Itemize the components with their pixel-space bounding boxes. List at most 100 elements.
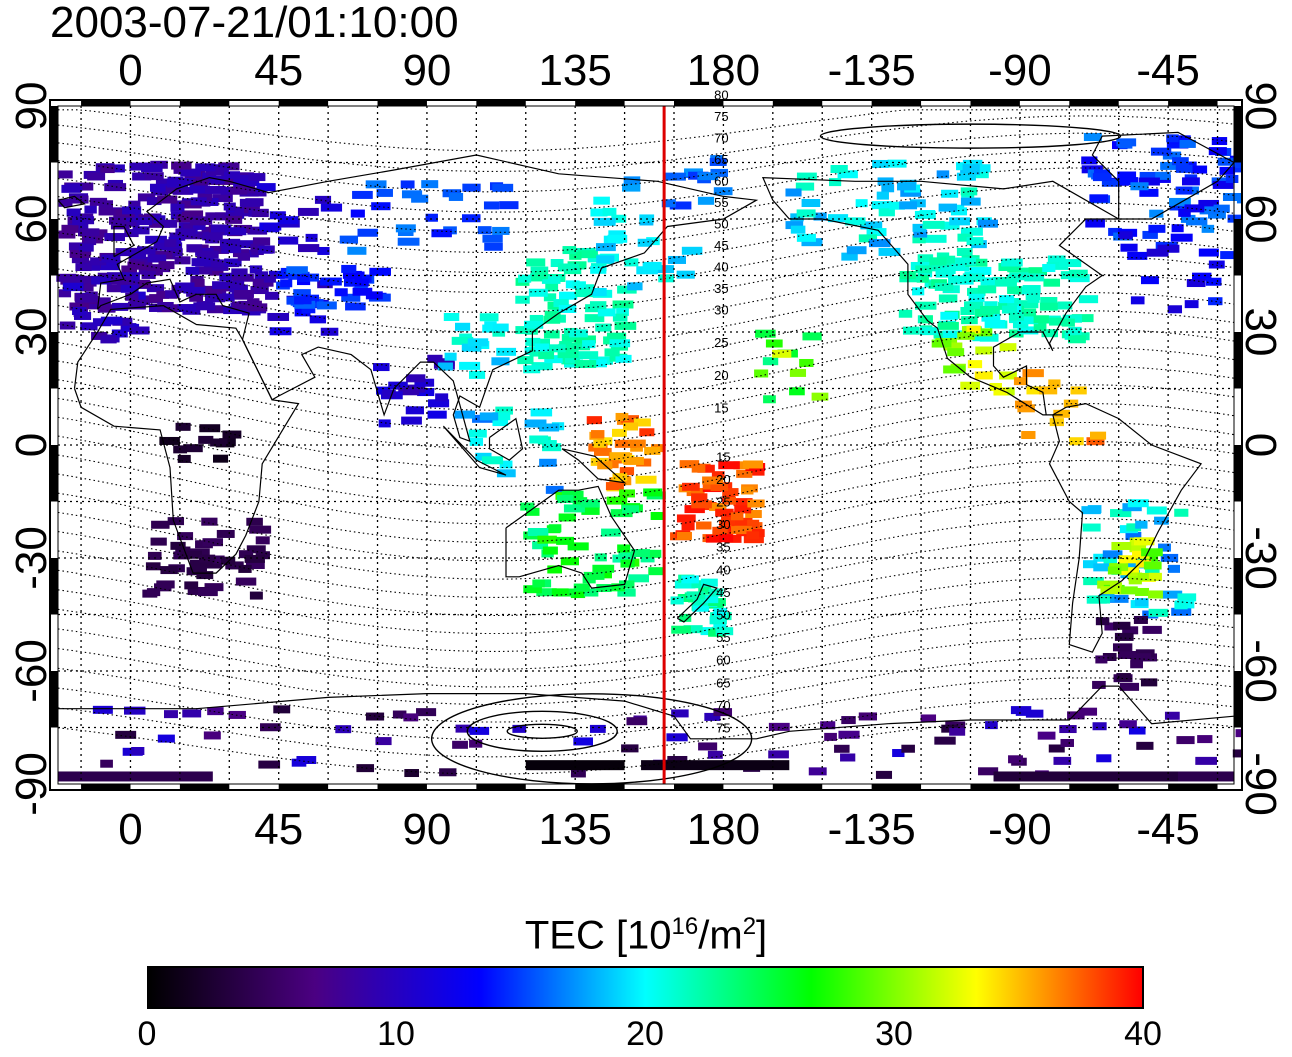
tec-observation-cell xyxy=(960,306,975,315)
tec-observation-cell xyxy=(58,170,73,179)
tec-observation-cell xyxy=(1113,621,1131,630)
tec-observation-cell xyxy=(590,265,607,274)
tec-observation-cell xyxy=(617,544,631,553)
tec-observation-cell xyxy=(834,744,850,753)
tec-observation-cell xyxy=(1107,566,1122,575)
tec-observation-cell xyxy=(860,221,883,230)
tec-observation-cell xyxy=(1148,608,1169,617)
tec-observation-cell xyxy=(934,736,956,745)
tec-observation-cell xyxy=(233,174,255,183)
tec-observation-cell xyxy=(624,258,639,267)
magnetic-latitude-contour xyxy=(57,149,1235,213)
tec-observation-cell xyxy=(964,301,984,310)
tec-observation-cell xyxy=(425,213,438,222)
contour-label: 75 xyxy=(714,109,728,124)
tec-observation-cell xyxy=(567,542,589,551)
frame-bar xyxy=(772,784,823,790)
tec-observation-cell xyxy=(127,261,145,270)
tec-observation-cell xyxy=(1186,279,1206,288)
tec-observation-cell xyxy=(58,289,72,298)
coastline xyxy=(1091,131,1235,220)
tec-observation-cell xyxy=(244,554,265,563)
tec-observation-cell xyxy=(405,406,424,415)
tec-observation-cell xyxy=(100,316,123,325)
tec-observation-cell xyxy=(902,326,920,335)
tec-observation-cell xyxy=(468,370,486,379)
tec-observation-cell xyxy=(105,164,125,173)
tec-observation-cell xyxy=(589,301,607,310)
tec-observation-cell xyxy=(124,229,139,238)
tec-observation-cell xyxy=(1164,711,1180,720)
tec-observation-cell xyxy=(955,257,977,266)
tec-observation-cell xyxy=(145,562,161,571)
tec-observation-cell xyxy=(293,289,311,298)
tec-observation-cell xyxy=(1236,195,1242,204)
tec-observation-cell xyxy=(671,625,691,634)
contour-label: 60 xyxy=(714,174,728,189)
tec-observation-cell xyxy=(1198,248,1219,257)
tec-observation-cell xyxy=(595,323,612,332)
tec-observation-cell xyxy=(892,749,905,758)
tec-observation-cell xyxy=(1008,312,1025,321)
tec-observation-band xyxy=(525,760,625,771)
tec-observation-cell xyxy=(428,399,450,408)
tec-observation-cell xyxy=(619,467,635,476)
tec-observation-cell xyxy=(697,464,715,473)
tec-observation-cell xyxy=(235,577,257,586)
tec-observation-cell xyxy=(1092,680,1106,689)
tec-observation-cell xyxy=(1145,568,1160,577)
tec-observation-cell xyxy=(122,206,142,215)
contour-labels: 80 75 70 65 60 55 50 45 40 35 30 25 20 15 15 20 25 30 35 40… xyxy=(714,88,730,736)
tec-observation-cell xyxy=(1007,286,1023,295)
tec-observation-cell xyxy=(621,744,639,753)
tec-observation-cell xyxy=(1081,165,1103,174)
tec-observation-cell xyxy=(231,268,248,277)
tec-observation-cell xyxy=(400,180,415,189)
tec-observation-cell xyxy=(1211,137,1228,146)
contour-label: 25 xyxy=(714,335,728,350)
tec-observation-cell xyxy=(841,716,856,725)
tec-observation-band xyxy=(641,760,790,771)
tec-observation-cell xyxy=(1135,559,1152,568)
tec-observation-cell xyxy=(616,307,629,316)
tec-observation-cell xyxy=(1041,329,1059,338)
tec-observation-cell xyxy=(141,164,163,173)
tec-observation-cell xyxy=(1024,273,1045,282)
tec-observation-cell xyxy=(645,549,662,558)
tec-observation-cell xyxy=(197,250,219,259)
tec-observation-cell xyxy=(121,272,140,281)
tec-observation-cell xyxy=(676,514,696,523)
tec-observation-cell xyxy=(648,567,666,576)
tec-observation-cell xyxy=(1085,219,1105,228)
tec-observation-cell xyxy=(1167,305,1183,314)
magnetic-latitude-contour xyxy=(57,460,1235,543)
tec-observation-cell xyxy=(258,245,273,254)
tec-observation-cell xyxy=(115,248,135,257)
tec-observation-cell xyxy=(164,239,177,248)
tec-observation-cell xyxy=(593,439,607,448)
top-longitude-label: 45 xyxy=(254,46,303,95)
frame-bar xyxy=(674,100,724,106)
tec-observation-cell xyxy=(427,410,447,419)
tec-observation-cell xyxy=(1154,516,1169,525)
tec-observation-cell xyxy=(682,482,700,491)
tec-observation-cell xyxy=(1179,139,1196,148)
tec-observation-cell xyxy=(189,217,207,226)
magnetic-latitude-contour xyxy=(57,384,1235,469)
tec-observation-cell xyxy=(937,321,959,330)
tec-observation-cell xyxy=(1068,274,1090,283)
tec-observation-cell xyxy=(698,586,712,595)
tec-observation-cell xyxy=(1040,296,1058,305)
tec-observation-cell xyxy=(947,348,965,357)
tec-observation-cell xyxy=(572,497,588,506)
tec-observation-cell xyxy=(68,242,88,251)
tec-observation-cell xyxy=(221,245,242,254)
tec-observation-cell xyxy=(978,767,999,776)
tec-observation-cell xyxy=(137,193,156,202)
tec-observation-cell xyxy=(933,330,952,339)
tec-observation-cell xyxy=(223,202,236,211)
tec-observation-cell xyxy=(1132,550,1150,559)
tec-observation-cell xyxy=(966,237,984,246)
tec-observation-cell xyxy=(532,579,545,588)
tec-observation-cell xyxy=(948,262,970,271)
